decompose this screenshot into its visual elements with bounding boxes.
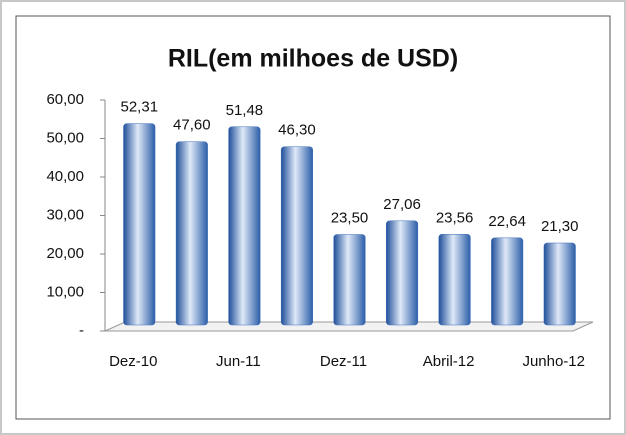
y-tick-label: 30,00 bbox=[46, 206, 84, 223]
bar bbox=[543, 242, 576, 326]
value-label: 27,06 bbox=[383, 196, 421, 213]
plot-frame bbox=[15, 15, 611, 420]
bar bbox=[228, 126, 261, 326]
chart-title: RIL(em milhoes de USD) bbox=[168, 45, 458, 73]
value-label: 21,30 bbox=[541, 218, 579, 235]
y-tick-label: 10,00 bbox=[46, 283, 84, 300]
value-label: 46,30 bbox=[278, 122, 316, 139]
value-label: 23,56 bbox=[436, 209, 474, 226]
x-tick-label: Jun-11 bbox=[216, 353, 261, 370]
bar bbox=[175, 141, 208, 326]
x-tick-label: Dez-10 bbox=[109, 353, 157, 370]
bar bbox=[386, 220, 419, 326]
bar bbox=[123, 123, 156, 326]
value-label: 23,50 bbox=[331, 209, 369, 226]
x-tick-label: Abril-12 bbox=[423, 353, 475, 370]
bar bbox=[491, 237, 524, 326]
value-label: 51,48 bbox=[226, 102, 264, 119]
y-tick-label: 50,00 bbox=[46, 129, 84, 146]
x-tick-label: Junho-12 bbox=[522, 353, 585, 370]
bar bbox=[438, 234, 471, 326]
y-tick-label: 20,00 bbox=[46, 245, 84, 262]
bar bbox=[280, 146, 313, 326]
value-label: 52,31 bbox=[121, 99, 159, 116]
x-tick-label: Dez-11 bbox=[320, 353, 367, 370]
y-tick-label: 40,00 bbox=[46, 168, 84, 185]
bar bbox=[333, 234, 366, 326]
value-label: 22,64 bbox=[488, 213, 526, 230]
floor bbox=[104, 321, 594, 332]
y-tick-label: - bbox=[79, 322, 84, 339]
y-tick-label: 60,00 bbox=[46, 91, 84, 108]
value-label: 47,60 bbox=[173, 117, 211, 134]
